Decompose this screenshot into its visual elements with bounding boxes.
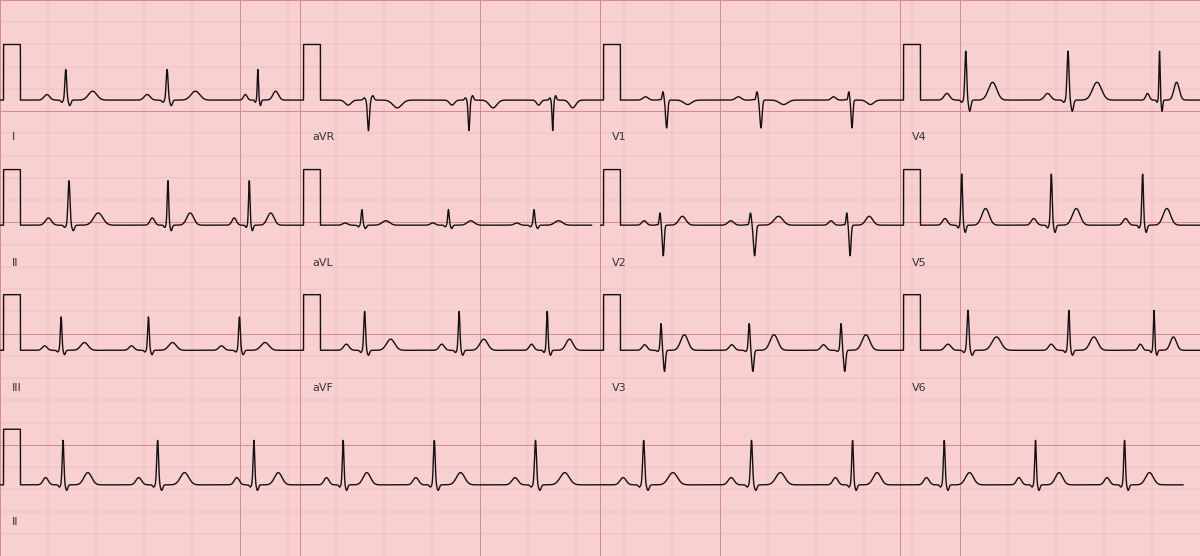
Text: V1: V1	[612, 132, 626, 142]
Text: aVR: aVR	[312, 132, 335, 142]
Text: V5: V5	[912, 258, 926, 268]
Text: III: III	[12, 384, 22, 394]
Text: II: II	[12, 518, 18, 528]
Text: I: I	[12, 132, 16, 142]
Text: aVF: aVF	[312, 384, 332, 394]
Text: II: II	[12, 258, 18, 268]
Text: V4: V4	[912, 132, 926, 142]
Text: V3: V3	[612, 384, 626, 394]
Text: aVL: aVL	[312, 258, 332, 268]
Text: V2: V2	[612, 258, 626, 268]
Text: V6: V6	[912, 384, 926, 394]
